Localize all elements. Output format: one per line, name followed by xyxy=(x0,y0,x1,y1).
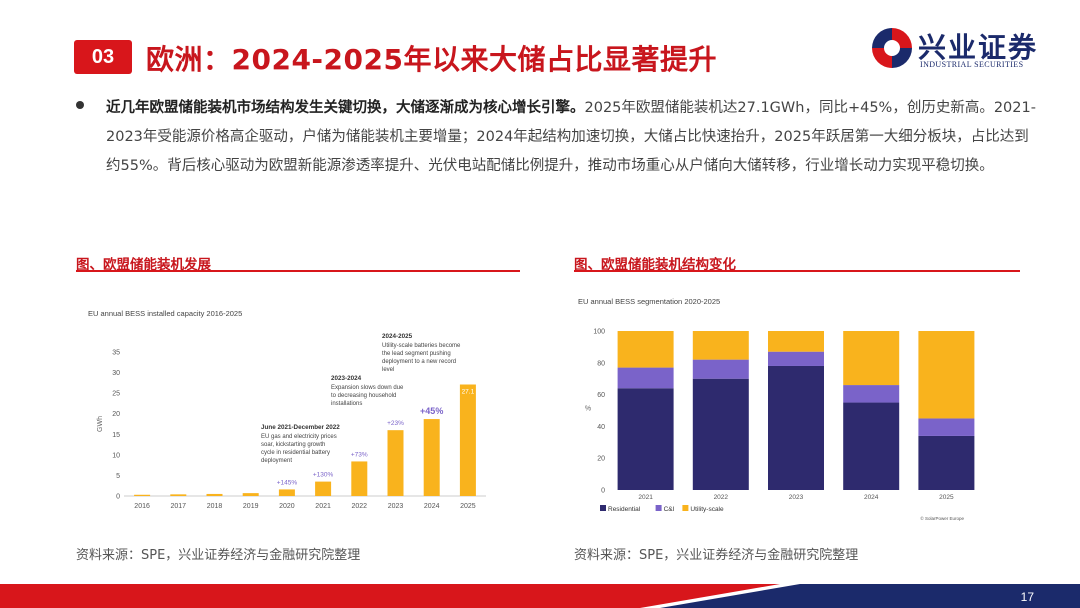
chart2-bar-segment xyxy=(692,359,749,379)
chart1-x-tick: 2020 xyxy=(279,503,295,510)
page-number: 17 xyxy=(1020,590,1034,604)
chart2-y-tick: 100 xyxy=(593,329,605,336)
chart1-bar xyxy=(387,430,404,496)
chart2-x-tick: 2023 xyxy=(789,494,804,501)
chart2-bar-segment xyxy=(918,331,975,419)
chart2-bar-segment xyxy=(918,435,975,490)
chart2-y-tick: 0 xyxy=(601,488,605,495)
chart1-x-tick: 2016 xyxy=(134,503,150,510)
chart1-x-tick: 2021 xyxy=(315,503,331,510)
summary-paragraph: 近几年欧盟储能装机市场结构发生关键切换，大储逐渐成为核心增长引擎。2025年欧盟… xyxy=(106,94,1036,181)
chart1-annotation-heading: June 2021-December 2022 xyxy=(261,424,340,431)
chart1-growth-label: +145% xyxy=(277,479,298,486)
chart2-x-tick: 2024 xyxy=(864,494,879,501)
chart2-x-tick: 2025 xyxy=(939,494,954,501)
right-figure-source: 资料来源：SPE，兴业证券经济与金融研究院整理 xyxy=(574,548,859,563)
chart2-x-tick: 2021 xyxy=(638,494,653,501)
chart1-annotation-heading: 2023-2024 xyxy=(331,375,362,382)
chart1-x-tick: 2017 xyxy=(171,503,187,510)
chart1-annotation-heading: 2024-2025 xyxy=(382,333,413,340)
bullet-dot xyxy=(76,101,84,109)
logo-emblem-icon xyxy=(872,28,912,68)
chart1-x-tick: 2022 xyxy=(352,503,368,510)
chart2-bar-segment xyxy=(617,367,674,389)
chart2-y-tick: 20 xyxy=(597,456,605,463)
chart1-y-tick: 30 xyxy=(112,370,120,377)
chart1-bar xyxy=(423,419,440,496)
segmentation-chart: EU annual BESS segmentation 2020-2025% 0 2… xyxy=(578,297,975,521)
chart2-credit: © SolarPower Europe xyxy=(920,515,964,521)
chart2-bar-segment xyxy=(692,331,749,360)
chart1-y-tick: 25 xyxy=(112,391,120,398)
right-figure-rule xyxy=(574,270,1020,272)
page-title: 欧洲：2024-2025年以来大储占比显著提升 xyxy=(146,43,717,76)
chart1-x-tick: 2025 xyxy=(460,503,476,510)
chart2-bar-segment xyxy=(843,331,900,386)
chart1-value-label: 27.1 xyxy=(462,389,475,396)
chart1-x-tick: 2018 xyxy=(207,503,223,510)
chart1-y-tick: 15 xyxy=(112,432,120,439)
chart1-x-tick: 2019 xyxy=(243,503,259,510)
chart2-bar-segment xyxy=(768,365,824,490)
chart1-bar xyxy=(206,493,223,496)
footer-bar xyxy=(0,584,1080,608)
right-figure-caption: 图、欧盟储能装机结构变化 xyxy=(574,257,736,273)
chart1-bar xyxy=(134,494,151,496)
left-figure-rule xyxy=(76,270,520,272)
company-logo: 兴业证券 INDUSTRIAL SECURITIES xyxy=(870,24,1060,72)
chart1-bar xyxy=(351,461,368,496)
chart2-legend-swatch xyxy=(682,505,689,511)
chart2-y-label: % xyxy=(585,406,591,413)
chart2-legend-label: C&I xyxy=(664,506,675,513)
chart1-y-tick: 5 xyxy=(116,473,120,480)
chart1-annotation-text: Utility-scale batteries become the lead s… xyxy=(382,343,461,373)
chart1-title: EU annual BESS installed capacity 2016-2… xyxy=(88,309,242,318)
summary-body: 2025年欧盟储能装机达27.1GWh，同比+45%，创历史新高。2021-20… xyxy=(106,100,1036,174)
chart2-y-tick: 80 xyxy=(597,360,605,367)
chart1-x-tick: 2023 xyxy=(388,503,404,510)
chart2-title: EU annual BESS segmentation 2020-2025 xyxy=(578,297,720,306)
chart1-y-tick: 35 xyxy=(112,350,120,357)
chart2-legend-label: Utility-scale xyxy=(690,506,724,513)
chart1-bar xyxy=(459,384,476,496)
chart2-bar-segment xyxy=(617,331,674,368)
chart1-bar xyxy=(278,489,295,496)
chart1-growth-label: +73% xyxy=(351,451,368,458)
chart1-x-tick: 2024 xyxy=(424,503,440,510)
chart2-y-tick: 40 xyxy=(597,424,605,431)
left-figure-caption: 图、欧盟储能装机发展 xyxy=(76,257,211,273)
chart1-growth-label: +130% xyxy=(313,472,334,479)
chart2-bar-segment xyxy=(617,388,674,490)
chart2-legend-swatch xyxy=(655,505,662,511)
capacity-chart: EU annual BESS installed capacity 2016-2… xyxy=(88,309,486,510)
chart2-bar-segment xyxy=(918,418,975,436)
chart2-legend-swatch xyxy=(600,505,606,511)
chart2-x-tick: 2022 xyxy=(714,494,729,501)
chart1-bar xyxy=(315,481,332,496)
section-number-badge: 03 xyxy=(74,40,132,74)
chart1-bar xyxy=(170,494,187,496)
chart1-y-tick: 20 xyxy=(112,411,120,418)
logo-name-cn: 兴业证券 xyxy=(918,31,1039,64)
chart1-y-label: GWh xyxy=(97,416,104,432)
chart1-y-tick: 10 xyxy=(112,452,120,459)
chart1-growth-label: +23% xyxy=(387,420,404,427)
chart1-annotation-text: Expansion slows down due to decreasing ho… xyxy=(331,385,404,407)
chart1-bar xyxy=(242,493,259,496)
chart2-legend-label: Residential xyxy=(608,506,641,513)
chart1-growth-label: +45% xyxy=(420,406,443,416)
chart2-bar-segment xyxy=(692,378,749,490)
chart2-y-tick: 60 xyxy=(597,392,605,399)
summary-lead: 近几年欧盟储能装机市场结构发生关键切换，大储逐渐成为核心增长引擎。 xyxy=(106,100,585,116)
chart2-bar-segment xyxy=(768,331,824,352)
logo-name-en: INDUSTRIAL SECURITIES xyxy=(920,60,1024,69)
chart2-bar-segment xyxy=(768,351,824,366)
chart2-bar-segment xyxy=(843,385,900,403)
left-figure-source: 资料来源：SPE，兴业证券经济与金融研究院整理 xyxy=(76,548,361,563)
chart2-bar-segment xyxy=(843,402,900,490)
chart1-annotation-text: EU gas and electricity prices soar, kicks… xyxy=(261,434,337,464)
chart1-y-tick: 0 xyxy=(116,494,120,501)
